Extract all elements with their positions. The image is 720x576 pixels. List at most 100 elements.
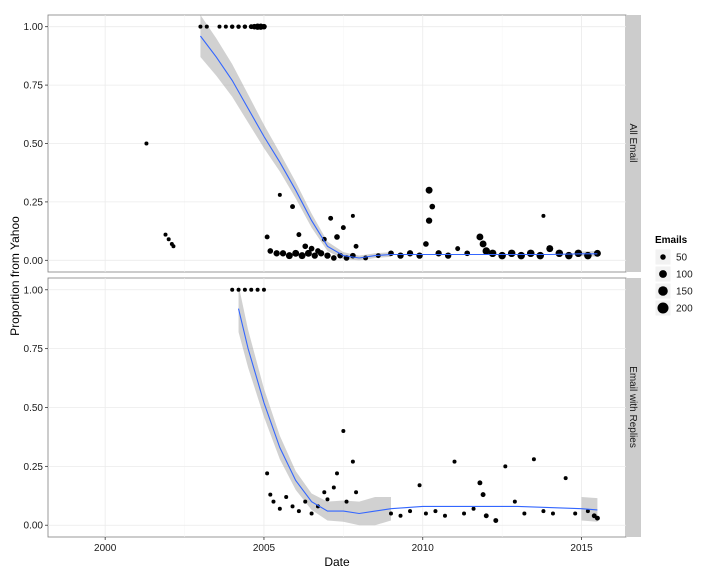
data-point bbox=[425, 186, 433, 194]
data-point bbox=[512, 499, 517, 504]
data-point bbox=[171, 244, 176, 249]
data-point bbox=[429, 203, 436, 210]
legend-entry-label: 200 bbox=[676, 304, 693, 315]
data-point bbox=[536, 251, 544, 260]
data-point bbox=[325, 497, 330, 502]
data-point bbox=[311, 252, 318, 259]
y-tick-label: 1.00 bbox=[24, 22, 44, 33]
data-point bbox=[317, 250, 325, 257]
data-point bbox=[425, 217, 433, 224]
x-tick-label: 2005 bbox=[253, 543, 276, 554]
data-point bbox=[408, 509, 413, 514]
data-point bbox=[479, 240, 487, 248]
data-point bbox=[555, 249, 564, 258]
data-point bbox=[526, 249, 535, 258]
data-point bbox=[236, 24, 241, 29]
data-point bbox=[471, 506, 476, 511]
data-point bbox=[517, 251, 525, 260]
data-point bbox=[565, 251, 573, 260]
data-point bbox=[285, 252, 293, 260]
data-point bbox=[249, 287, 254, 292]
data-point bbox=[290, 504, 295, 509]
data-point bbox=[309, 511, 314, 516]
data-point bbox=[340, 225, 346, 231]
data-point bbox=[304, 249, 312, 257]
data-point bbox=[493, 518, 499, 523]
strip-all-email bbox=[627, 15, 641, 272]
data-point bbox=[302, 243, 309, 250]
strip-label-all-email: All Email bbox=[627, 124, 638, 163]
data-point bbox=[277, 192, 282, 197]
data-point bbox=[303, 499, 308, 504]
x-tick-label: 2000 bbox=[94, 543, 117, 554]
data-point bbox=[166, 237, 171, 242]
data-point bbox=[444, 252, 452, 259]
data-point bbox=[433, 509, 438, 514]
data-point bbox=[271, 499, 276, 504]
legend-entry-label: 100 bbox=[676, 270, 693, 281]
legend-key-dot bbox=[657, 302, 669, 314]
y-tick-label: 0.00 bbox=[24, 256, 44, 267]
data-point bbox=[264, 234, 270, 240]
legend-entry-label: 150 bbox=[676, 287, 693, 298]
data-point bbox=[452, 459, 457, 464]
data-point bbox=[546, 245, 554, 253]
data-point bbox=[330, 255, 337, 261]
data-point bbox=[229, 24, 235, 29]
data-point bbox=[584, 251, 592, 260]
data-point bbox=[217, 24, 222, 29]
data-point bbox=[462, 511, 467, 516]
data-point bbox=[550, 511, 555, 516]
data-point bbox=[354, 490, 359, 495]
legend-title: Emails bbox=[655, 235, 688, 246]
data-point bbox=[198, 24, 203, 29]
data-point bbox=[273, 250, 280, 257]
data-point bbox=[335, 471, 339, 476]
data-point bbox=[279, 250, 287, 257]
data-point bbox=[236, 287, 241, 292]
data-point bbox=[417, 483, 422, 488]
data-point bbox=[397, 252, 404, 259]
data-point bbox=[331, 485, 336, 490]
data-point bbox=[398, 513, 403, 518]
data-point bbox=[388, 250, 394, 257]
panel-email-with-replies bbox=[47, 277, 627, 538]
strip-email-with-replies bbox=[627, 278, 641, 537]
y-tick-label: 0.25 bbox=[24, 462, 44, 473]
data-point bbox=[223, 24, 228, 29]
data-point bbox=[261, 23, 267, 30]
confidence-band bbox=[238, 285, 391, 526]
data-point bbox=[464, 250, 471, 257]
smooth-line bbox=[237, 308, 598, 515]
data-point bbox=[344, 499, 349, 504]
data-point bbox=[144, 141, 149, 146]
data-point bbox=[531, 457, 536, 462]
y-axis-title: Proportion from Yahoo bbox=[8, 216, 22, 336]
y-tick-label: 1.00 bbox=[24, 285, 44, 296]
data-point bbox=[574, 249, 583, 258]
data-point bbox=[563, 476, 568, 481]
data-point bbox=[163, 232, 168, 237]
data-point bbox=[423, 511, 428, 516]
data-point bbox=[585, 509, 590, 514]
data-point bbox=[480, 492, 486, 498]
data-point bbox=[488, 249, 497, 258]
data-point bbox=[522, 511, 527, 516]
data-point bbox=[423, 241, 429, 247]
data-point bbox=[503, 464, 508, 469]
data-point bbox=[482, 247, 491, 255]
smooth-line bbox=[199, 35, 598, 259]
data-point bbox=[541, 509, 546, 514]
data-point bbox=[455, 246, 461, 252]
data-point bbox=[296, 509, 301, 514]
data-point bbox=[292, 249, 300, 257]
data-point bbox=[573, 511, 578, 516]
legend: Emails 50 100 150 200 bbox=[654, 235, 693, 317]
data-point bbox=[284, 494, 289, 499]
data-point bbox=[334, 234, 340, 240]
data-point bbox=[353, 243, 359, 249]
data-point bbox=[435, 250, 442, 257]
strip-label-email-with-replies: Email with Replies bbox=[627, 366, 638, 448]
data-point bbox=[593, 249, 601, 257]
